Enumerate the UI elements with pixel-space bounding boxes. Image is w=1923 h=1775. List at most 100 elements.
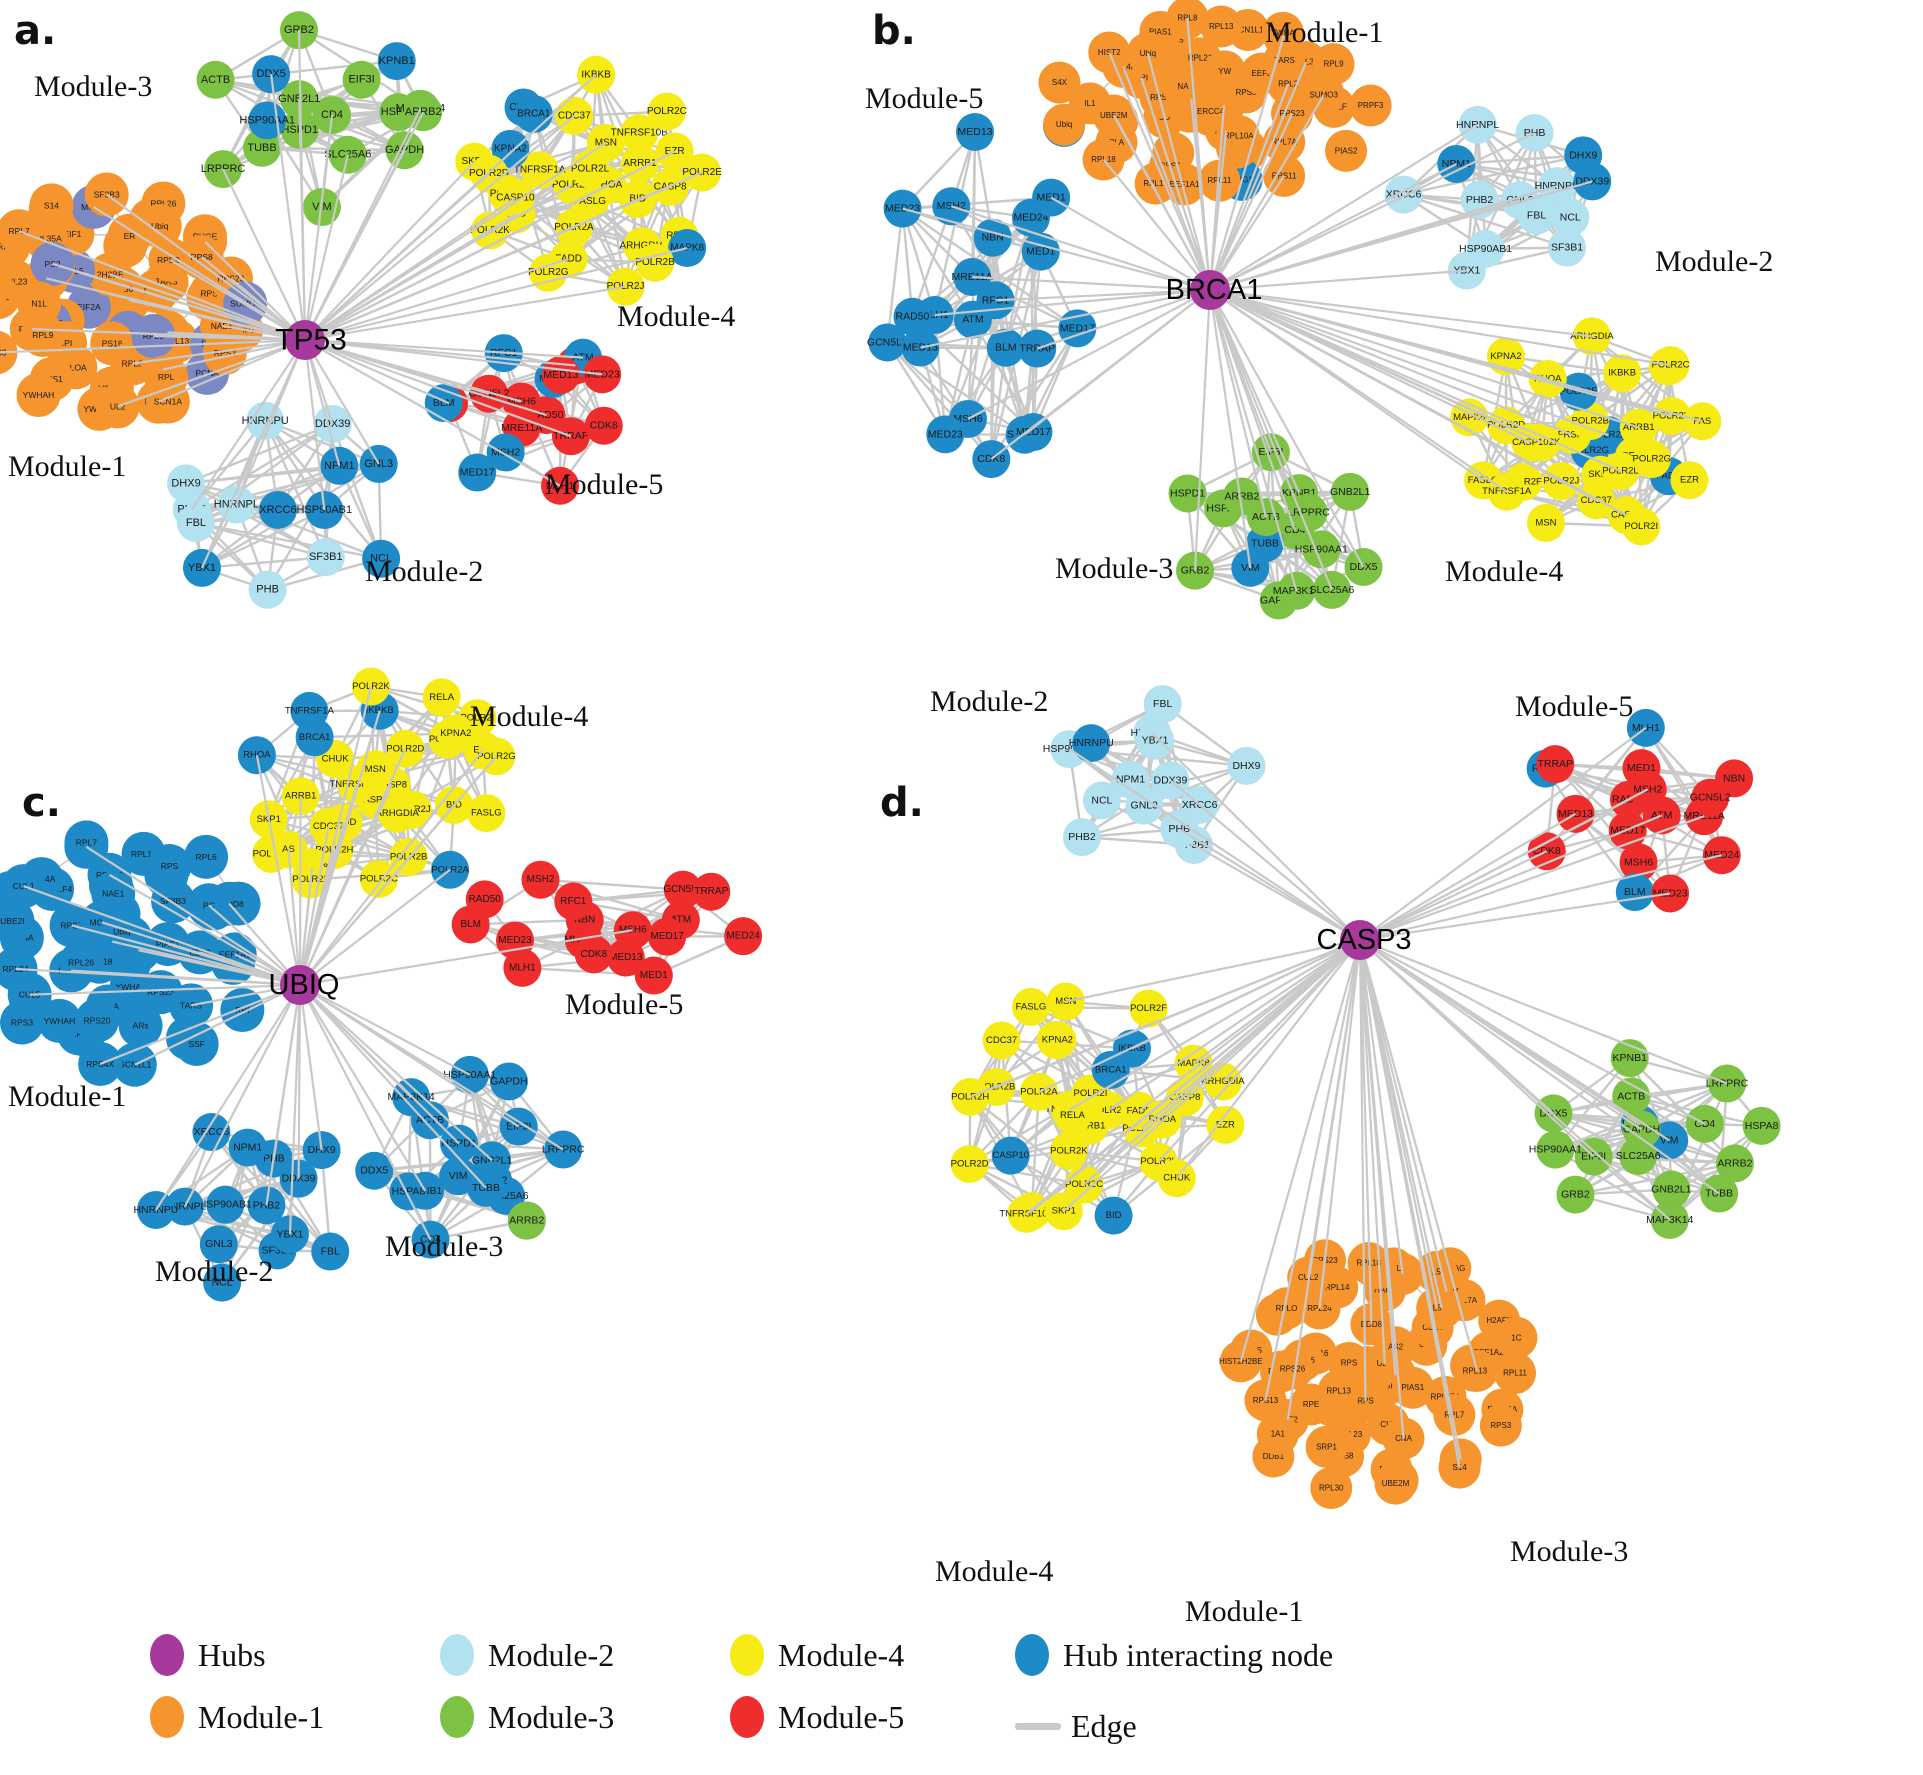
network-node[interactable]: RPS xyxy=(147,844,192,889)
node-circle[interactable] xyxy=(1271,1347,1314,1390)
node-circle[interactable] xyxy=(1344,547,1383,586)
node-circle[interactable] xyxy=(1479,1404,1522,1447)
network-node[interactable]: NCL xyxy=(1551,198,1590,237)
network-node[interactable]: EZR xyxy=(1206,1105,1245,1144)
node-circle[interactable] xyxy=(0,263,13,307)
network-node[interactable]: ATM xyxy=(953,300,992,339)
node-circle[interactable] xyxy=(199,1225,238,1264)
node-circle[interactable] xyxy=(636,243,675,282)
node-circle[interactable] xyxy=(362,539,401,578)
node-circle[interactable] xyxy=(1157,1159,1196,1198)
node-circle[interactable] xyxy=(422,678,461,717)
network-node[interactable]: S4X xyxy=(1038,61,1081,104)
node-circle[interactable] xyxy=(1125,786,1164,825)
node-circle[interactable] xyxy=(1198,159,1241,202)
network-node[interactable]: TRRAP xyxy=(692,872,731,911)
node-circle[interactable] xyxy=(986,328,1025,367)
network-node[interactable]: RHOA xyxy=(237,736,276,775)
network-node[interactable]: HSP90AA1 xyxy=(443,1055,497,1094)
node-circle[interactable] xyxy=(663,870,702,909)
node-circle[interactable] xyxy=(206,1185,245,1224)
node-circle[interactable] xyxy=(342,60,381,99)
node-circle[interactable] xyxy=(541,355,580,394)
network-node[interactable]: PIAS2 xyxy=(1325,129,1368,172)
node-circle[interactable] xyxy=(1715,1144,1754,1183)
node-circle[interactable] xyxy=(220,988,265,1033)
network-node[interactable]: HSPA8 xyxy=(389,1172,428,1211)
node-circle[interactable] xyxy=(467,794,506,833)
node-circle[interactable] xyxy=(1018,329,1057,368)
network-node[interactable]: XRCC6 xyxy=(1384,175,1423,214)
node-circle[interactable] xyxy=(1277,571,1316,610)
node-circle[interactable] xyxy=(248,101,287,140)
node-circle[interactable] xyxy=(174,1021,219,1066)
network-node[interactable]: KPNA2 xyxy=(1038,1021,1077,1060)
node-circle[interactable] xyxy=(1244,1379,1287,1422)
node-circle[interactable] xyxy=(1021,232,1060,271)
node-circle[interactable] xyxy=(1038,1021,1077,1060)
network-node[interactable]: MED24 xyxy=(724,917,763,956)
node-circle[interactable] xyxy=(1143,685,1182,724)
node-circle[interactable] xyxy=(436,714,475,753)
node-circle[interactable] xyxy=(1088,31,1131,74)
network-node[interactable]: RPL13 xyxy=(1453,1349,1496,1392)
node-circle[interactable] xyxy=(648,917,687,956)
network-node[interactable]: NPM1 xyxy=(228,1128,267,1167)
node-circle[interactable] xyxy=(465,880,504,919)
network-node[interactable]: MSN xyxy=(1526,503,1565,542)
node-circle[interactable] xyxy=(529,253,568,292)
node-circle[interactable] xyxy=(1038,61,1081,104)
network-node[interactable]: FBL xyxy=(1143,685,1182,724)
node-circle[interactable] xyxy=(1317,1369,1360,1412)
node-circle[interactable] xyxy=(1151,761,1190,800)
node-circle[interactable] xyxy=(248,570,287,609)
node-circle[interactable] xyxy=(1494,1352,1537,1395)
network-node[interactable]: BRCA1 xyxy=(514,94,553,133)
node-circle[interactable] xyxy=(514,94,553,133)
hub-node[interactable] xyxy=(1340,920,1380,960)
node-circle[interactable] xyxy=(1203,50,1246,93)
network-node[interactable]: KPNB1 xyxy=(377,42,416,81)
node-circle[interactable] xyxy=(0,1000,45,1045)
network-node[interactable]: FBL xyxy=(1517,196,1556,235)
node-circle[interactable] xyxy=(1626,708,1665,747)
node-circle[interactable] xyxy=(228,1128,267,1167)
network-node[interactable]: PHB2 xyxy=(1062,818,1101,857)
node-circle[interactable] xyxy=(1517,196,1556,235)
network-node[interactable]: S14 xyxy=(29,183,74,228)
node-circle[interactable] xyxy=(953,258,992,297)
node-circle[interactable] xyxy=(1349,84,1392,127)
network-node[interactable]: 1C xyxy=(1495,1316,1538,1359)
node-circle[interactable] xyxy=(458,453,497,492)
network-node[interactable]: MSH2 xyxy=(1628,770,1667,809)
node-circle[interactable] xyxy=(1256,1413,1299,1456)
node-circle[interactable] xyxy=(491,129,530,168)
network-node[interactable]: FASLG xyxy=(467,794,506,833)
node-circle[interactable] xyxy=(1742,1106,1781,1145)
hub-node[interactable] xyxy=(285,320,325,360)
network-node[interactable]: YWHAH xyxy=(16,373,61,418)
node-circle[interactable] xyxy=(1289,493,1328,532)
network-node[interactable]: RFC1 xyxy=(554,882,593,921)
network-node[interactable]: PRPF3 xyxy=(1349,84,1392,127)
node-circle[interactable] xyxy=(1603,354,1642,393)
node-circle[interactable] xyxy=(883,189,922,228)
network-node[interactable]: MSH2 xyxy=(521,860,560,899)
node-circle[interactable] xyxy=(30,241,75,286)
network-node[interactable]: MED17 xyxy=(458,453,497,492)
node-circle[interactable] xyxy=(584,406,623,445)
node-circle[interactable] xyxy=(973,218,1012,257)
node-circle[interactable] xyxy=(351,667,390,706)
network-node[interactable]: MED17 xyxy=(648,917,687,956)
node-circle[interactable] xyxy=(1495,1316,1538,1359)
network-node[interactable]: POLR2D xyxy=(386,729,424,768)
node-circle[interactable] xyxy=(1053,1096,1092,1135)
node-circle[interactable] xyxy=(196,60,235,99)
network-node[interactable]: YW xyxy=(1203,50,1246,93)
node-circle[interactable] xyxy=(982,1021,1021,1060)
node-circle[interactable] xyxy=(1612,1077,1651,1116)
node-circle[interactable] xyxy=(647,92,686,131)
node-circle[interactable] xyxy=(991,1136,1030,1175)
node-circle[interactable] xyxy=(1092,94,1135,137)
node-circle[interactable] xyxy=(378,794,417,833)
